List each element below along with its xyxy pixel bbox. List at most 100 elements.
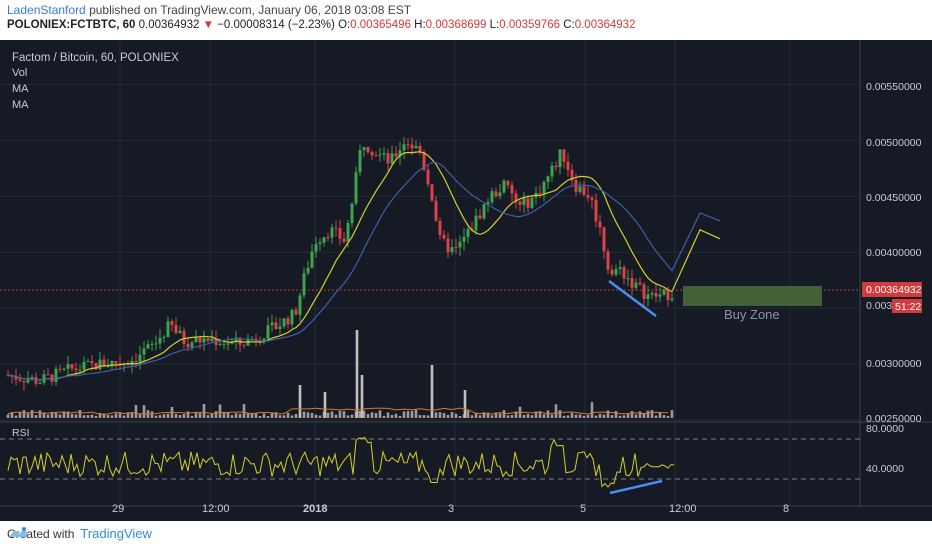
volume-bar [606, 410, 610, 418]
tradingview-brand-link[interactable]: TradingView [80, 526, 152, 541]
candle-body [554, 165, 558, 168]
candle-body [570, 169, 574, 181]
candle-body [386, 153, 390, 164]
rsi-trend-line [609, 479, 663, 495]
chart-svg[interactable]: Buy Zone Factom / Bitcoin, 60, POLONIEX … [0, 40, 932, 521]
candle-body [454, 247, 458, 249]
candle-body [98, 359, 102, 370]
candle-body [578, 186, 582, 192]
candle-body [310, 251, 314, 268]
volume-bar [46, 414, 50, 418]
candle-body [202, 338, 206, 343]
volume-bar [114, 413, 118, 418]
candle-body [94, 362, 98, 370]
volume-bar [662, 415, 666, 418]
candle-body [602, 227, 606, 252]
candle-body [518, 201, 522, 205]
volume-bar [370, 412, 374, 418]
candle-body [630, 278, 634, 288]
candle-body [78, 369, 82, 371]
volume-bar [110, 415, 114, 418]
volume-bar [482, 412, 486, 418]
candle-body [330, 227, 334, 238]
candle-body [566, 161, 570, 170]
volume-bar [618, 415, 622, 418]
candle-body [114, 361, 118, 364]
volume-bar [378, 410, 382, 418]
candle-body [106, 365, 110, 367]
candle-body [618, 267, 622, 270]
candle-body [406, 144, 410, 146]
volume-bar [294, 414, 298, 418]
volume-bar [434, 412, 438, 418]
candle-body [426, 169, 430, 185]
volume-bar [326, 412, 330, 418]
volume-bar [278, 415, 282, 418]
candle-body [46, 374, 50, 376]
last-price: 0.00364932 [138, 19, 200, 31]
candle-body [378, 154, 382, 156]
volume-bar [122, 415, 126, 418]
volume-bar [334, 414, 338, 418]
volume-bar [102, 413, 106, 418]
volume-bar [366, 414, 370, 418]
close-label: C: [563, 19, 575, 31]
volume-bar [206, 415, 210, 418]
volume-bar [458, 415, 462, 418]
candle-body [614, 269, 618, 275]
candle-body [170, 321, 174, 326]
volume-bar [494, 412, 498, 418]
volume-bar [282, 415, 286, 418]
change-value: −0.00008314 (−2.23%) [217, 19, 335, 31]
volume-bar [286, 412, 290, 418]
candle-body [546, 176, 550, 182]
symbol-label: POLONIEX:FCTBTC, 60 [7, 19, 136, 31]
timer-text: 51:22 [895, 301, 921, 313]
candle-body [590, 197, 594, 200]
volume-bar [194, 412, 198, 418]
candle-body [14, 375, 18, 380]
candle-body [266, 325, 270, 339]
volume-bar [230, 415, 234, 418]
price-tick: 0.00500000 [866, 137, 922, 149]
volume-bar [330, 411, 334, 418]
candle-body [490, 191, 494, 203]
volume-bar [638, 411, 642, 418]
candle-body [658, 294, 662, 297]
candle-body [414, 146, 418, 149]
legend-ma1: MA [12, 83, 29, 95]
volume-bar [438, 412, 442, 418]
candle-body [478, 215, 482, 219]
candle-body [270, 322, 274, 326]
candle-body [190, 342, 194, 348]
candle-body [482, 204, 486, 219]
volume-bar [574, 414, 578, 418]
volume-bar [630, 411, 634, 418]
volume-bar [382, 415, 386, 418]
volume-bar [418, 415, 422, 418]
candle-body [218, 343, 222, 345]
publish-line: LadenStanford published on TradingView.c… [7, 3, 411, 17]
volume-bar [426, 415, 430, 418]
candle-body [498, 192, 502, 197]
time-tick: 3 [448, 503, 454, 515]
volume-bar [266, 415, 270, 418]
candle-body [586, 195, 590, 198]
candle-body [134, 361, 138, 363]
candle-body [622, 267, 626, 279]
volume-bar [290, 415, 294, 418]
volume-bar [158, 415, 162, 418]
volume-bar [34, 415, 38, 418]
volume-bar [178, 415, 182, 418]
volume-bar [182, 414, 186, 418]
author-link[interactable]: LadenStanford [7, 3, 86, 17]
volume-bar [414, 409, 418, 418]
time-tick: 12:00 [202, 503, 230, 515]
chart-area[interactable]: Buy Zone Factom / Bitcoin, 60, POLONIEX … [0, 40, 932, 521]
candle-body [506, 180, 510, 186]
volume-bar [270, 412, 274, 418]
candle-body [66, 364, 70, 369]
volume-bar [422, 415, 426, 418]
candle-body [642, 284, 646, 299]
volume-bar [246, 413, 250, 418]
